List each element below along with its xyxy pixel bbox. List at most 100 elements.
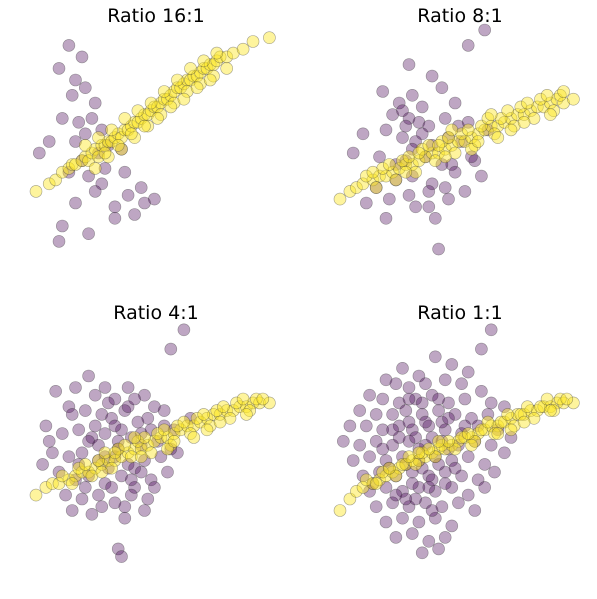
- majority-point: [452, 135, 465, 148]
- majority-point: [553, 392, 567, 406]
- majority-point: [521, 400, 534, 414]
- majority-point: [438, 442, 452, 456]
- majority-point: [138, 108, 151, 121]
- majority-point: [141, 438, 155, 452]
- majority-point: [494, 112, 508, 125]
- panel-ratio-1-1: Ratio 1:1: [333, 302, 580, 560]
- majority-point: [557, 85, 570, 98]
- minority-point: [435, 415, 449, 429]
- minority-point: [164, 442, 178, 456]
- majority-point: [79, 150, 92, 164]
- majority-point: [128, 131, 141, 144]
- minority-point: [379, 454, 393, 467]
- minority-point: [392, 419, 406, 433]
- majority-point: [544, 96, 557, 110]
- minority-point: [409, 392, 422, 406]
- minority-point: [419, 438, 432, 452]
- majority-point: [141, 119, 155, 133]
- minority-point: [396, 361, 409, 375]
- majority-point: [392, 162, 406, 175]
- minority-point: [82, 434, 95, 448]
- minority-point: [461, 488, 475, 502]
- majority-point: [240, 408, 253, 421]
- majority-point: [517, 116, 531, 129]
- majority-point: [488, 127, 501, 141]
- majority-point: [92, 454, 105, 467]
- majority-point: [174, 423, 187, 437]
- minority-point: [376, 442, 390, 456]
- minority-point: [102, 461, 115, 475]
- majority-point: [350, 484, 363, 498]
- minority-point: [82, 169, 95, 183]
- minority-point: [396, 450, 409, 464]
- minority-point: [432, 404, 445, 417]
- minority-point: [409, 200, 422, 214]
- majority-point: [399, 165, 413, 179]
- majority-point: [194, 77, 207, 91]
- minority-point: [415, 408, 429, 421]
- minority-point: [55, 427, 69, 440]
- minority-point: [392, 431, 406, 444]
- majority-point: [432, 442, 445, 456]
- minority-point: [55, 219, 69, 233]
- minority-point: [428, 212, 442, 225]
- minority-point: [435, 81, 449, 94]
- minority-point: [353, 404, 367, 417]
- majority-point: [465, 438, 478, 452]
- minority-point: [62, 165, 76, 179]
- majority-point: [521, 96, 534, 110]
- majority-point: [197, 408, 210, 421]
- majority-point: [190, 81, 204, 94]
- majority-point: [121, 446, 135, 460]
- majority-point: [412, 154, 426, 167]
- minority-point: [121, 381, 135, 394]
- majority-point: [105, 461, 118, 475]
- majority-point: [484, 108, 498, 121]
- majority-point: [157, 92, 171, 106]
- minority-point: [376, 423, 390, 437]
- majority-point: [379, 169, 393, 183]
- minority-point: [111, 442, 125, 456]
- majority-point: [527, 112, 541, 125]
- minority-point: [79, 404, 92, 417]
- minority-point: [412, 515, 426, 529]
- majority-point: [138, 431, 151, 444]
- minority-point: [399, 119, 413, 133]
- minority-point: [471, 419, 485, 433]
- minority-point: [445, 358, 459, 371]
- minority-point: [98, 477, 112, 490]
- majority-point: [220, 62, 233, 75]
- minority-point: [386, 423, 399, 437]
- majority-point: [517, 415, 531, 429]
- majority-point: [540, 89, 554, 102]
- minority-point: [396, 511, 409, 525]
- minority-point: [134, 438, 148, 452]
- minority-point: [131, 415, 145, 429]
- majority-point: [217, 400, 230, 414]
- minority-point: [134, 465, 148, 479]
- minority-point: [415, 100, 429, 114]
- majority-point: [455, 127, 468, 141]
- minority-point: [428, 350, 442, 364]
- majority-point: [419, 450, 432, 464]
- majority-point: [210, 404, 224, 417]
- majority-point: [442, 434, 455, 448]
- minority-point: [157, 419, 171, 433]
- minority-point: [412, 481, 426, 494]
- majority-point: [465, 131, 478, 144]
- majority-point: [442, 131, 455, 144]
- minority-point: [405, 527, 419, 540]
- minority-point: [461, 116, 475, 129]
- minority-point: [148, 481, 161, 494]
- minority-point: [448, 408, 462, 421]
- majority-point: [475, 423, 488, 437]
- majority-point: [134, 112, 148, 125]
- minority-point: [353, 438, 367, 452]
- minority-point: [481, 408, 495, 421]
- majority-point: [131, 104, 145, 117]
- majority-point: [366, 165, 380, 179]
- minority-point: [363, 484, 376, 498]
- minority-point: [432, 392, 445, 406]
- majority-point: [471, 127, 485, 141]
- minority-point: [415, 461, 429, 475]
